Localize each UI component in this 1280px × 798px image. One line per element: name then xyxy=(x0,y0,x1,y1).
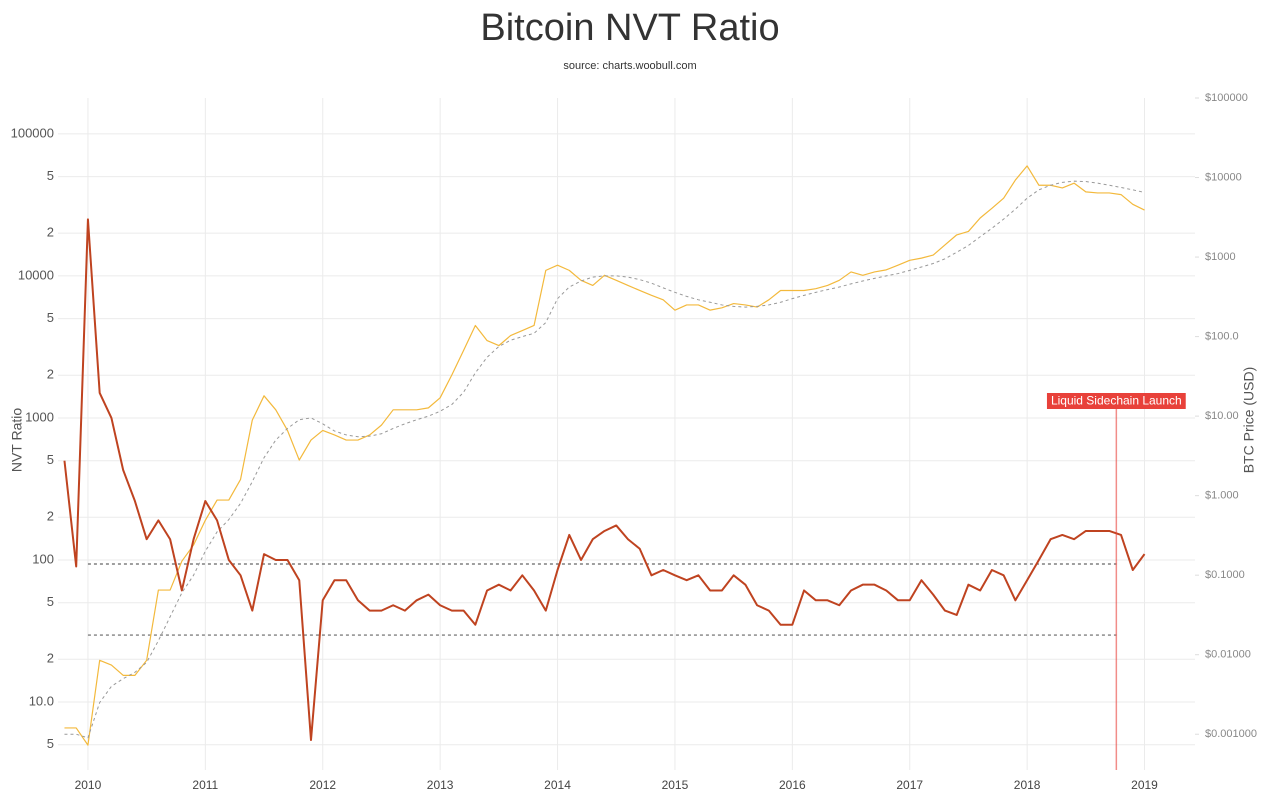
y-tick-label: 5 xyxy=(47,168,54,183)
y-tick-label: 2 xyxy=(47,367,54,382)
y-tick-label: 5 xyxy=(47,310,54,325)
y2-tick-label: $10000 xyxy=(1205,171,1242,183)
y2-tick-label: $10.00 xyxy=(1205,410,1239,422)
series-line xyxy=(64,180,1145,739)
y2-tick-label: $1000 xyxy=(1205,251,1236,263)
y2-axis-title: BTC Price (USD) xyxy=(1241,367,1257,474)
y2-tick-label: $0.001000 xyxy=(1205,728,1257,740)
y-tick-label: 1000 xyxy=(25,409,54,424)
y-tick-label: 100 xyxy=(32,551,54,566)
y2-tick-label: $1.000 xyxy=(1205,490,1239,502)
series-line xyxy=(63,218,1146,741)
chart-subtitle: source: charts.woobull.com xyxy=(563,60,696,72)
y-tick-label: 10000 xyxy=(18,267,54,282)
y-tick-label: 5 xyxy=(47,452,54,467)
grid xyxy=(58,98,1195,770)
x-tick-label: 2013 xyxy=(427,778,454,792)
x-tick-label: 2019 xyxy=(1131,778,1158,792)
series-line xyxy=(64,165,1145,746)
y-tick-label: 2 xyxy=(47,651,54,666)
y2-tick-label: $100.0 xyxy=(1205,330,1239,342)
y-tick-label: 5 xyxy=(47,594,54,609)
x-tick-label: 2017 xyxy=(896,778,923,792)
y2-tick-label: $100000 xyxy=(1205,92,1248,104)
x-tick-label: 2010 xyxy=(75,778,102,792)
x-tick-label: 2012 xyxy=(309,778,336,792)
y2-tick-label: $0.01000 xyxy=(1205,649,1251,661)
y-tick-label: 5 xyxy=(47,736,54,751)
y-tick-label: 100000 xyxy=(11,125,54,140)
annotation-label: Liquid Sidechain Launch xyxy=(1051,394,1182,408)
x-tick-label: 2018 xyxy=(1014,778,1041,792)
y-tick-label: 2 xyxy=(47,225,54,240)
y-tick-label: 10.0 xyxy=(29,693,54,708)
x-tick-label: 2016 xyxy=(779,778,806,792)
x-tick-label: 2015 xyxy=(662,778,689,792)
chart-title: Bitcoin NVT Ratio xyxy=(480,7,779,49)
y2-tick-label: $0.1000 xyxy=(1205,569,1245,581)
y-axis-title: NVT Ratio xyxy=(9,408,25,473)
x-tick-label: 2014 xyxy=(544,778,571,792)
y-tick-label: 2 xyxy=(47,509,54,524)
annotation-box xyxy=(1046,393,1186,409)
x-tick-label: 2011 xyxy=(192,778,218,792)
